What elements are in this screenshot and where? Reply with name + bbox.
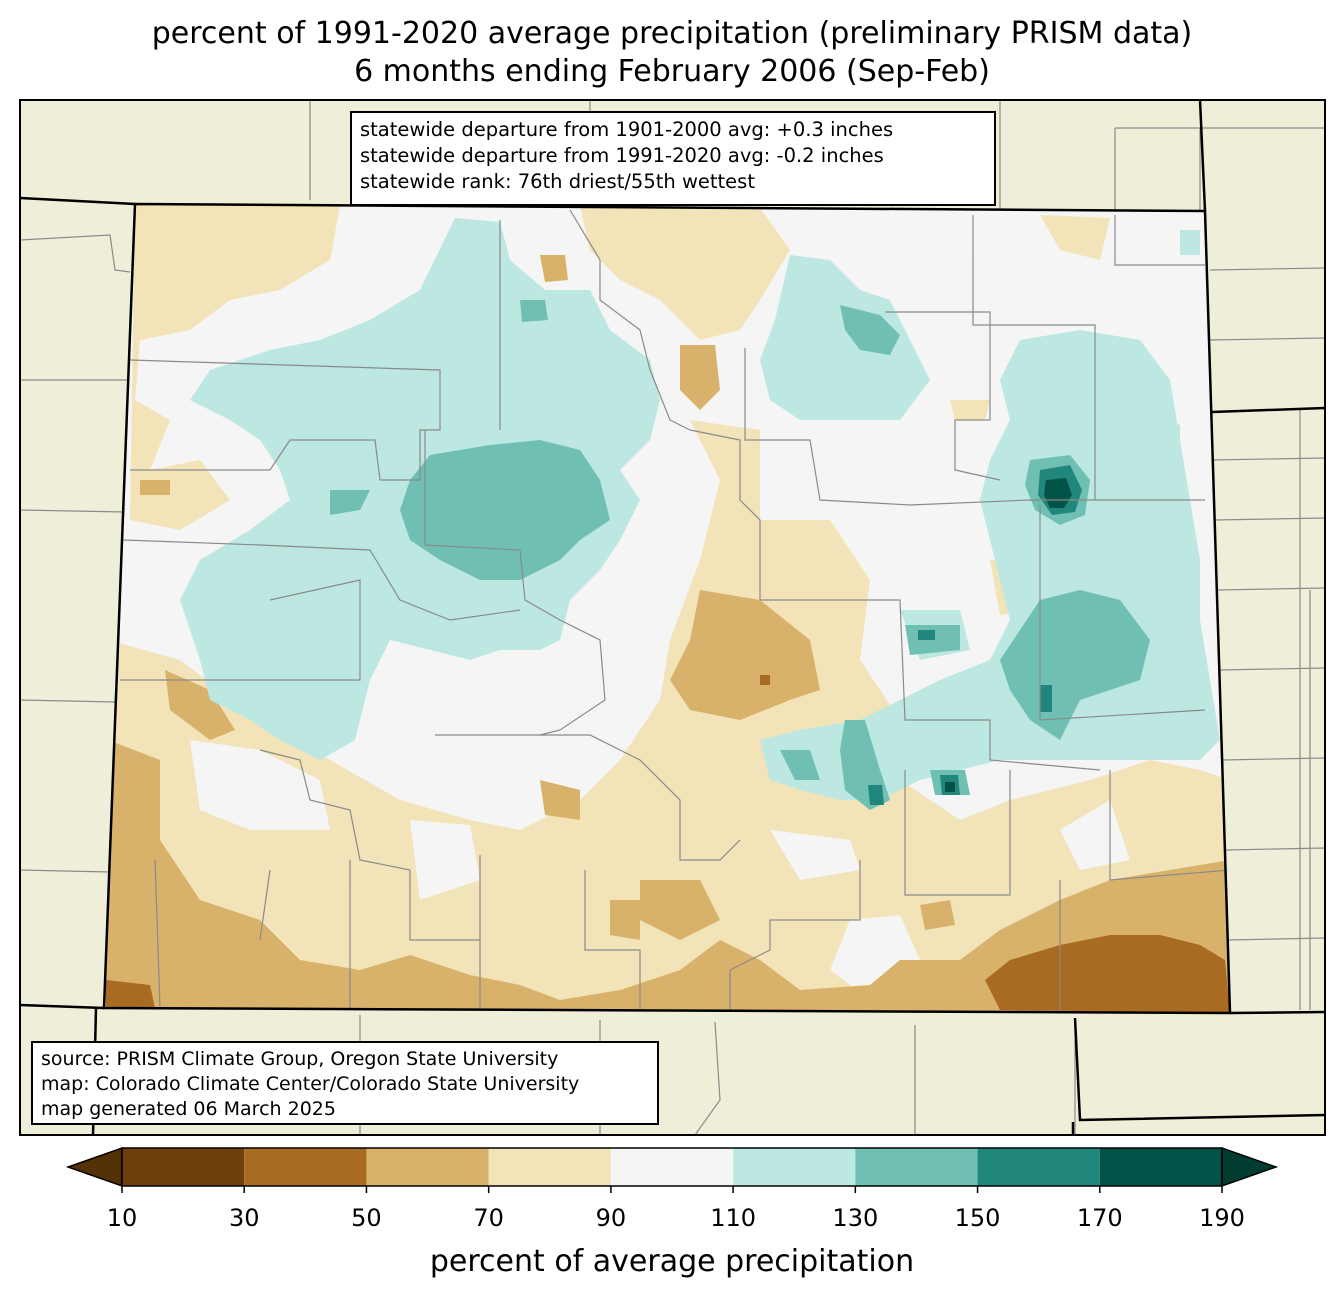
county-lines xyxy=(120,209,1230,1013)
colorbar-tick-label: 70 xyxy=(473,1204,504,1232)
colorbar xyxy=(65,1146,1279,1193)
colorbar-tick-label: 190 xyxy=(1199,1204,1245,1232)
credit-map: map: Colorado Climate Center/Colorado St… xyxy=(41,1073,580,1095)
colorbar-tick-label: 110 xyxy=(710,1204,757,1232)
colorbar-tick-label: 50 xyxy=(351,1204,382,1232)
credits-box: source: PRISM Climate Group, Oregon Stat… xyxy=(31,1041,659,1125)
colorbar-tick-label: 30 xyxy=(228,1204,260,1232)
colorbar-tick-label: 90 xyxy=(595,1204,627,1232)
colorbar-bin xyxy=(855,1148,978,1186)
colorbar-bin xyxy=(1099,1148,1222,1186)
colorbar-bin xyxy=(488,1148,611,1186)
colorbar-bin xyxy=(244,1148,367,1186)
colorbar-outline xyxy=(121,1147,1223,1187)
stat-departure-1991-2020: statewide departure from 1991-2020 avg: … xyxy=(360,144,884,167)
colorbar-tick-label: 170 xyxy=(1076,1204,1123,1232)
map-frame xyxy=(19,99,1326,1136)
colorbar-bin xyxy=(610,1148,734,1186)
colorbar-bin xyxy=(122,1148,245,1186)
map-title-line-2: 6 months ending February 2006 (Sep-Feb) xyxy=(354,54,990,89)
colorbar-tick-label: 150 xyxy=(954,1204,1001,1232)
statewide-stats-box: statewide departure from 1901-2000 avg: … xyxy=(350,111,996,206)
credit-source: source: PRISM Climate Group, Oregon Stat… xyxy=(41,1048,559,1070)
colorbar-bin xyxy=(366,1148,489,1186)
colorbar-over-arrow xyxy=(1221,1146,1279,1188)
colorbar-bin xyxy=(733,1148,856,1186)
colorbar-bin xyxy=(977,1148,1100,1186)
stat-rank: statewide rank: 76th driest/55th wettest xyxy=(360,170,755,193)
colorado-outline xyxy=(102,202,1232,1015)
colorbar-under-arrow xyxy=(65,1146,123,1188)
colorbar-tick-label: 130 xyxy=(832,1204,879,1232)
map-title-line-1: percent of 1991-2020 average precipitati… xyxy=(151,16,1193,51)
stat-departure-1901-2000: statewide departure from 1901-2000 avg: … xyxy=(360,118,894,141)
colorbar-label: percent of average precipitation xyxy=(429,1244,915,1279)
colorbar-tick-label: 10 xyxy=(106,1204,138,1232)
credit-generated: map generated 06 March 2025 xyxy=(41,1098,336,1120)
